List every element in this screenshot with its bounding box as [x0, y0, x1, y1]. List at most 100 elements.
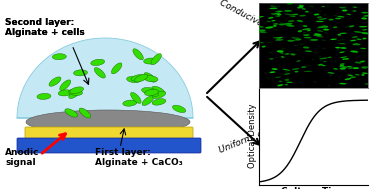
Ellipse shape — [266, 21, 271, 22]
Ellipse shape — [335, 47, 340, 48]
Ellipse shape — [284, 73, 291, 75]
Ellipse shape — [268, 17, 273, 19]
Ellipse shape — [365, 83, 369, 85]
Ellipse shape — [353, 7, 357, 8]
Text: Anodic
signal: Anodic signal — [5, 148, 39, 167]
Ellipse shape — [282, 69, 290, 71]
Ellipse shape — [269, 58, 274, 60]
Ellipse shape — [324, 32, 328, 34]
Ellipse shape — [257, 29, 266, 31]
Ellipse shape — [347, 74, 353, 76]
Ellipse shape — [333, 68, 338, 70]
Ellipse shape — [281, 48, 286, 50]
Ellipse shape — [126, 77, 141, 83]
Ellipse shape — [295, 39, 301, 41]
Ellipse shape — [311, 38, 313, 39]
Ellipse shape — [79, 108, 91, 118]
Polygon shape — [17, 38, 193, 118]
Ellipse shape — [262, 46, 266, 48]
Ellipse shape — [356, 44, 360, 45]
Text: Second layer:
Alginate + cells: Second layer: Alginate + cells — [5, 18, 85, 37]
Ellipse shape — [347, 14, 351, 15]
Ellipse shape — [333, 15, 337, 16]
Ellipse shape — [279, 23, 287, 25]
Ellipse shape — [334, 61, 337, 62]
Ellipse shape — [152, 86, 165, 94]
Ellipse shape — [350, 77, 356, 78]
Ellipse shape — [337, 34, 341, 36]
Ellipse shape — [145, 89, 158, 96]
Ellipse shape — [144, 58, 158, 64]
Ellipse shape — [277, 50, 284, 52]
Ellipse shape — [342, 58, 346, 60]
Ellipse shape — [288, 20, 295, 22]
Ellipse shape — [52, 54, 66, 60]
Ellipse shape — [269, 52, 273, 53]
Ellipse shape — [302, 28, 311, 30]
Ellipse shape — [296, 60, 301, 62]
FancyBboxPatch shape — [17, 138, 201, 153]
Ellipse shape — [273, 37, 279, 38]
Ellipse shape — [323, 61, 327, 62]
Ellipse shape — [285, 24, 289, 26]
Ellipse shape — [173, 105, 186, 113]
Ellipse shape — [352, 10, 356, 12]
Ellipse shape — [361, 67, 368, 69]
Ellipse shape — [303, 34, 305, 35]
Ellipse shape — [313, 34, 320, 36]
Ellipse shape — [307, 29, 311, 31]
Ellipse shape — [74, 70, 87, 76]
Ellipse shape — [317, 30, 323, 32]
Ellipse shape — [355, 74, 360, 75]
Ellipse shape — [131, 92, 141, 103]
Ellipse shape — [345, 26, 349, 28]
Ellipse shape — [310, 39, 318, 41]
Ellipse shape — [49, 77, 61, 86]
Ellipse shape — [37, 93, 51, 99]
Ellipse shape — [328, 19, 334, 21]
Ellipse shape — [328, 72, 334, 74]
Ellipse shape — [272, 68, 278, 70]
Ellipse shape — [297, 6, 302, 9]
Ellipse shape — [275, 10, 283, 12]
Ellipse shape — [305, 50, 312, 52]
Ellipse shape — [266, 77, 271, 78]
Ellipse shape — [304, 37, 311, 38]
Ellipse shape — [309, 6, 314, 7]
Ellipse shape — [352, 36, 358, 38]
Ellipse shape — [361, 74, 365, 76]
Ellipse shape — [304, 71, 312, 72]
Ellipse shape — [328, 85, 331, 86]
Ellipse shape — [319, 58, 328, 59]
Ellipse shape — [354, 31, 362, 33]
Ellipse shape — [279, 52, 284, 54]
Ellipse shape — [350, 50, 358, 53]
Ellipse shape — [339, 51, 345, 53]
Ellipse shape — [303, 34, 310, 36]
Ellipse shape — [347, 66, 353, 68]
Ellipse shape — [307, 65, 311, 66]
Ellipse shape — [359, 26, 368, 27]
Ellipse shape — [315, 36, 324, 37]
Ellipse shape — [321, 65, 326, 66]
Ellipse shape — [339, 83, 346, 84]
Ellipse shape — [131, 75, 145, 81]
Ellipse shape — [312, 59, 314, 60]
Ellipse shape — [298, 30, 302, 32]
Ellipse shape — [324, 14, 327, 15]
Ellipse shape — [278, 37, 283, 38]
Ellipse shape — [278, 84, 283, 85]
Ellipse shape — [340, 63, 345, 65]
Ellipse shape — [286, 24, 292, 26]
Ellipse shape — [281, 56, 285, 58]
Ellipse shape — [68, 89, 83, 95]
Ellipse shape — [145, 89, 158, 96]
Ellipse shape — [133, 49, 143, 60]
Ellipse shape — [360, 48, 366, 49]
Ellipse shape — [285, 53, 289, 55]
Ellipse shape — [277, 13, 281, 15]
Ellipse shape — [293, 45, 298, 46]
Ellipse shape — [292, 40, 296, 41]
Ellipse shape — [353, 67, 359, 69]
Ellipse shape — [362, 72, 368, 74]
